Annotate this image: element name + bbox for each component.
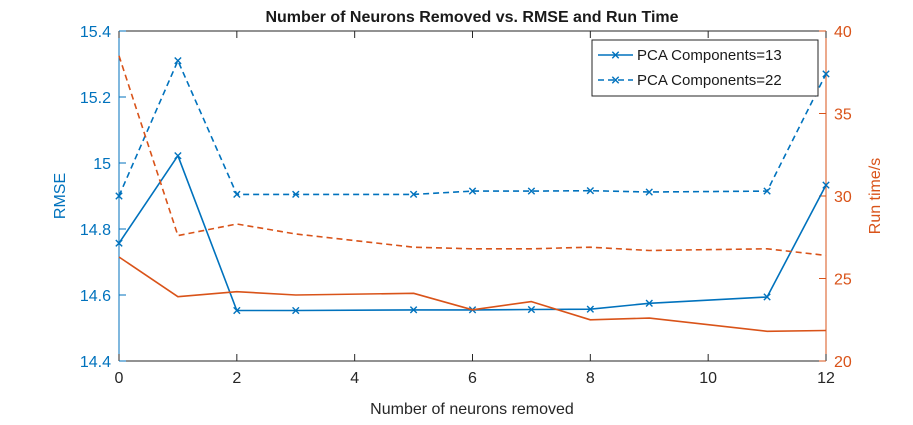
series-1-point — [586, 187, 595, 195]
y-axis-right-label: Run time/s — [867, 158, 884, 234]
series-line-1 — [118, 59, 827, 197]
x-tick-label: 12 — [817, 370, 835, 387]
series-1-point — [409, 190, 418, 199]
series-1-point — [645, 188, 653, 196]
series-0-point — [586, 305, 595, 313]
y-right-tick-label: 20 — [834, 354, 852, 371]
series-line-2 — [118, 256, 827, 333]
y-right-tick-label: 40 — [834, 24, 852, 41]
legend-marker-pca-22 — [611, 76, 620, 84]
x-axis-label: Number of neurons removed — [370, 401, 574, 418]
series-0-point — [115, 239, 123, 247]
y-right-tick-label: 25 — [834, 272, 852, 289]
x-tick-label: 4 — [350, 370, 359, 387]
x-tick-label: 0 — [115, 370, 124, 387]
series-1-point-stroke — [822, 70, 830, 78]
series-line-3 — [118, 55, 827, 257]
axes: 0 2 4 6 8 10 12 14.4 14.6 14.8 15 15.2 15.4 20 25 30 35 4… — [80, 24, 852, 387]
series-0-point-stroke — [174, 152, 182, 160]
series-0-point — [409, 306, 418, 314]
series-1-point — [233, 190, 241, 199]
x-tick-label: 10 — [699, 370, 717, 387]
series-0-point-stroke — [292, 306, 300, 315]
series-1-point — [468, 187, 477, 195]
legend: PCA Components=13 PCA Components=22 — [591, 39, 819, 97]
y-left-tick-label: 14.8 — [80, 222, 111, 239]
series-1-point-stroke — [763, 187, 771, 195]
series-1-point — [763, 187, 771, 195]
series-0-point-stroke — [822, 181, 830, 189]
series-0-point — [822, 181, 830, 189]
series-0-point — [174, 152, 182, 160]
series-0-point-stroke — [233, 306, 241, 315]
legend-label-pca-22: PCA Components=22 — [637, 72, 782, 89]
series-0-point-stroke — [645, 299, 653, 307]
y-left-tick-label: 14.4 — [80, 354, 111, 371]
series-0-point — [233, 306, 241, 315]
legend-marker-x-stroke — [611, 51, 620, 59]
y-left-tick-label: 15.2 — [80, 90, 111, 107]
y-left-tick-label: 15.4 — [80, 24, 111, 41]
legend-marker-pca-13 — [611, 51, 620, 59]
series-1-point — [292, 190, 300, 199]
series-1-point-stroke — [586, 187, 595, 195]
y-left-tick-label: 15 — [93, 156, 111, 173]
series-0-point-stroke — [586, 305, 595, 313]
series-1-point-stroke — [527, 187, 536, 195]
series-0-point — [763, 293, 771, 301]
series-layer — [115, 55, 830, 333]
x-tick-label: 2 — [232, 370, 241, 387]
legend-marker-x — [611, 76, 620, 84]
series-1-point — [527, 187, 536, 195]
series-1-point-stroke — [409, 190, 418, 199]
series-1-point-stroke — [468, 187, 477, 195]
y-left-tick-label: 14.6 — [80, 288, 111, 305]
series-1-point — [174, 57, 182, 65]
series-1-point-stroke — [292, 190, 300, 199]
series-0-point-stroke — [409, 306, 418, 314]
series-0-point-stroke — [115, 239, 123, 247]
legend-label-pca-13: PCA Components=13 — [637, 47, 782, 64]
series-1-point-stroke — [174, 57, 182, 65]
legend-marker-x-stroke — [611, 76, 620, 84]
series-1-point-stroke — [233, 190, 241, 199]
series-1-point — [822, 70, 830, 78]
legend-box — [591, 39, 819, 97]
series-0-point — [645, 299, 653, 307]
y-right-tick-label: 35 — [834, 107, 852, 124]
y-right-tick-label: 30 — [834, 189, 852, 206]
chart-title: Number of Neurons Removed vs. RMSE and R… — [265, 9, 678, 26]
series-0-point-stroke — [527, 305, 536, 314]
x-tick-label: 8 — [586, 370, 595, 387]
series-0-point-stroke — [763, 293, 771, 301]
legend-marker-x — [611, 51, 620, 59]
series-1-point-stroke — [645, 188, 653, 196]
x-tick-label: 6 — [468, 370, 477, 387]
series-0-point — [527, 305, 536, 314]
series-1-point-stroke — [115, 192, 123, 200]
series-1-point — [115, 192, 123, 200]
y-axis-left-label: RMSE — [52, 173, 69, 219]
series-0-point — [292, 306, 300, 315]
